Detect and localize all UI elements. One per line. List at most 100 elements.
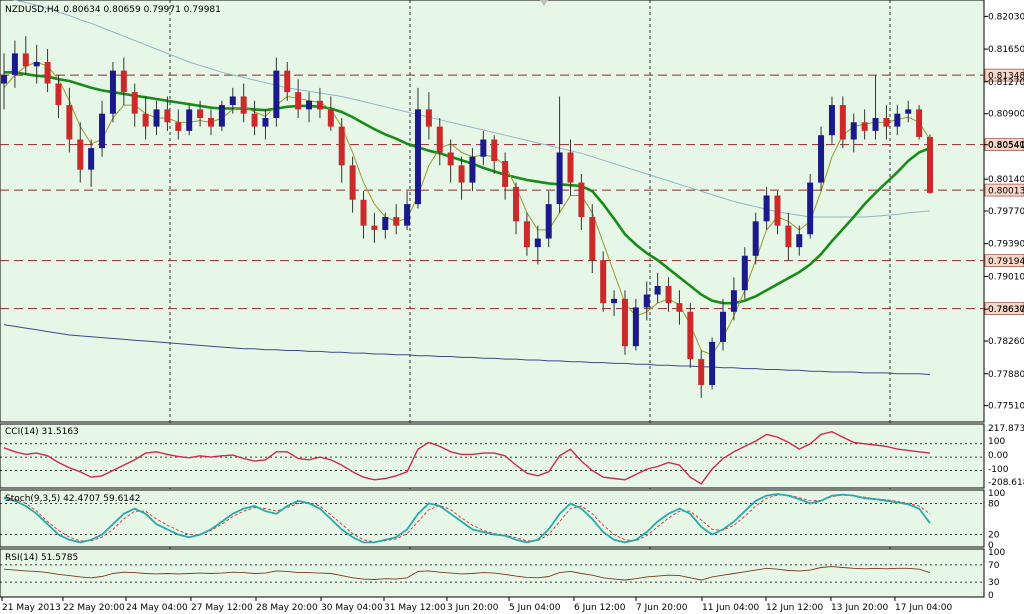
- bearish-candle: [360, 199, 367, 226]
- bullish-candle: [33, 62, 40, 67]
- stoch-lines: [3, 493, 931, 544]
- rsi-axis-label: 30: [988, 578, 1000, 588]
- bullish-candle: [709, 341, 716, 385]
- bearish-candle: [207, 117, 214, 127]
- time-tick-label: 3 Jun 20:00: [447, 603, 499, 613]
- cci-axis-label: 217.8735: [988, 424, 1024, 434]
- cci-grid: [0, 443, 984, 471]
- bearish-candle: [22, 53, 29, 67]
- bearish-candle: [458, 165, 465, 183]
- time-tick-label: 31 May 12:00: [384, 603, 446, 613]
- bearish-candle: [839, 105, 846, 140]
- bearish-candle: [327, 109, 334, 127]
- bullish-candle: [807, 182, 814, 235]
- price-tick-label: 0.78260: [988, 337, 1024, 347]
- bearish-candle: [578, 182, 585, 218]
- bullish-candle: [752, 221, 759, 256]
- bullish-candle: [643, 294, 650, 308]
- bearish-candle: [687, 311, 694, 360]
- bullish-candle: [404, 204, 411, 226]
- cci-axis-label: -208.6181: [988, 478, 1024, 488]
- bearish-candle: [77, 139, 84, 170]
- price-tick-label: 0.77880: [988, 370, 1024, 380]
- bearish-candle: [66, 105, 73, 140]
- ma-slow-dark-line: [3, 324, 931, 376]
- bearish-candle: [142, 113, 149, 127]
- bearish-candle: [197, 109, 204, 118]
- rsi-line: [3, 566, 931, 581]
- time-tick-label: 13 Jun 20:00: [831, 603, 888, 613]
- symbol-header: NZDUSD,H4 0.80634 0.80659 0.79971 0.79981: [5, 5, 221, 15]
- time-tick-label: 27 May 12:00: [191, 603, 253, 613]
- bullish-candle: [273, 70, 280, 118]
- bearish-candle: [251, 113, 258, 127]
- price-tick-label: 0.80140: [988, 175, 1024, 185]
- price-tick-label: 0.81270: [988, 78, 1024, 88]
- stoch-panel[interactable]: [0, 489, 985, 548]
- bullish-candle: [414, 109, 421, 205]
- scroll-marker-icon[interactable]: [540, 0, 548, 6]
- bullish-candle: [872, 117, 879, 131]
- time-tick-label: 12 Jun 12:00: [766, 603, 823, 613]
- bullish-candle: [469, 156, 476, 183]
- price-tick-label: 0.80900: [988, 110, 1024, 120]
- bearish-candle: [774, 195, 781, 226]
- cci-axis-label: 0.00: [988, 451, 1008, 461]
- stoch-axis-label: 20: [988, 531, 1000, 541]
- stoch-grid: [0, 503, 984, 535]
- bullish-candle: [654, 285, 661, 295]
- stoch-axis-label: 80: [988, 499, 1000, 509]
- bullish-candle: [262, 117, 269, 127]
- bullish-candle: [818, 135, 825, 183]
- bullish-candle: [109, 70, 116, 114]
- ma-mid-line: [4, 71, 931, 305]
- level-label-box: [984, 68, 1024, 82]
- slow-moving-average-dark: [3, 324, 931, 376]
- bearish-candle: [447, 152, 454, 166]
- stoch-signal-series: [3, 494, 931, 543]
- time-tick-label: 6 Jun 12:00: [574, 603, 626, 613]
- bearish-candle: [120, 70, 127, 93]
- bearish-candle: [523, 221, 530, 248]
- bullish-candle: [153, 109, 160, 127]
- bearish-candle: [284, 70, 291, 93]
- bullish-candle: [611, 298, 618, 304]
- bearish-candle: [55, 83, 62, 106]
- rsi-axis-label: 70: [988, 561, 1000, 571]
- bearish-candle: [338, 126, 345, 166]
- bearish-candle: [491, 139, 498, 162]
- bearish-candle: [349, 165, 356, 200]
- bearish-candle: [240, 96, 247, 114]
- price-tick-label: 0.80540: [988, 141, 1024, 151]
- cci-line: [3, 430, 931, 485]
- indicator-axes: 217.87351000.00-100-208.6181100802001007…: [988, 424, 1024, 601]
- bearish-candle: [861, 122, 868, 131]
- bullish-candle: [99, 113, 106, 149]
- level-label: 0.80013: [988, 187, 1024, 197]
- horizontal-levels: 0.81348 0.80541 0.80013 0.79194 0.78637: [0, 68, 1024, 315]
- level-label: 0.81348: [988, 72, 1024, 82]
- bullish-candle: [556, 152, 563, 205]
- bearish-candle: [567, 152, 574, 183]
- level-label-box: [984, 183, 1024, 197]
- price-tick-label: 0.81650: [988, 45, 1024, 55]
- bullish-candle: [894, 113, 901, 127]
- bullish-candle: [545, 204, 552, 239]
- price-tick-label: 0.78630: [988, 305, 1024, 315]
- time-tick-label: 5 Jun 04:00: [509, 603, 561, 613]
- cci-axis-label: -100: [988, 465, 1009, 475]
- bearish-candle: [425, 109, 432, 127]
- bearish-candle: [698, 359, 705, 385]
- bullish-candle: [480, 139, 487, 157]
- price-tick-label: 0.82030: [988, 12, 1024, 22]
- bearish-candle: [316, 100, 323, 110]
- cci-series: [3, 430, 931, 485]
- bullish-candle: [905, 109, 912, 114]
- bullish-candle: [11, 53, 18, 75]
- bearish-candle: [621, 298, 628, 347]
- bearish-candle: [600, 260, 607, 304]
- time-tick-label: 11 Jun 04:00: [702, 603, 759, 613]
- stoch-axis-label: 0: [988, 541, 994, 551]
- price-panel[interactable]: [0, 0, 985, 423]
